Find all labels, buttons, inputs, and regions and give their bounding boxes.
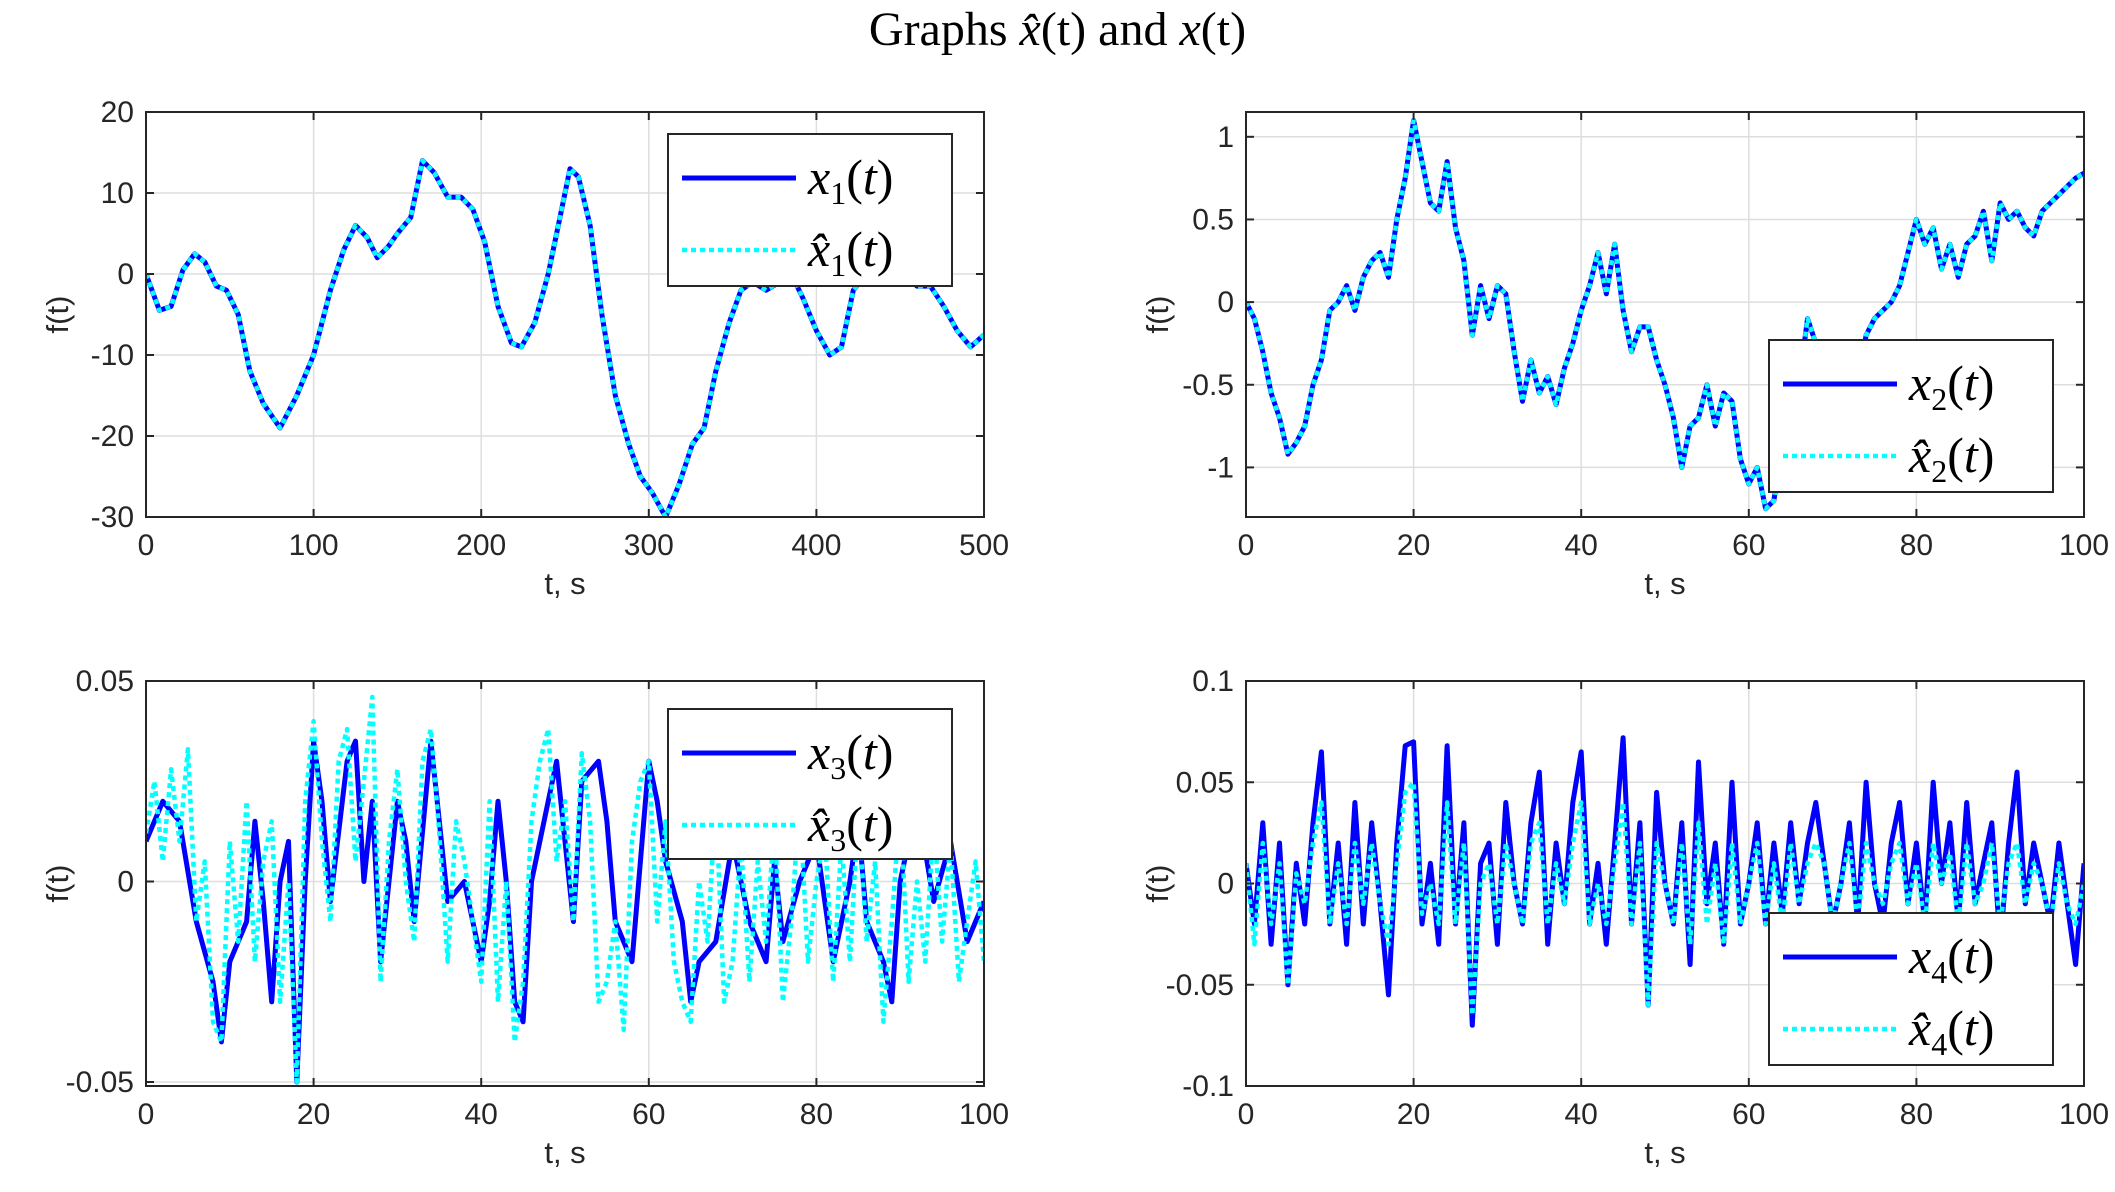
x-axis-label: t, s	[1644, 1135, 1685, 1170]
title-x: x	[1179, 3, 1201, 56]
y-tick-label: 0.05	[1176, 766, 1234, 799]
x-tick-label: 300	[624, 529, 674, 562]
x-tick-label: 0	[138, 1098, 155, 1131]
x-tick-label: 20	[1397, 529, 1430, 562]
title-mid: (t) and	[1040, 3, 1180, 56]
series-line-estimate	[146, 694, 984, 1085]
y-axis-label: f(t)	[1140, 865, 1175, 903]
y-tick-label: -1	[1207, 451, 1234, 484]
x-tick-label: 200	[456, 529, 506, 562]
legend-box	[667, 133, 953, 287]
legend-label: x̂1(t)	[807, 221, 893, 283]
x-tick-label: 80	[1900, 529, 1933, 562]
x-tick-label: 20	[297, 1098, 330, 1131]
x-tick-label: 80	[800, 1098, 833, 1131]
y-tick-label: 0	[1217, 868, 1234, 901]
series-group-3	[146, 694, 984, 1085]
x-tick-label: 40	[1565, 529, 1598, 562]
title-prefix: Graphs	[868, 3, 1020, 56]
series-group-2	[1246, 117, 2084, 512]
legend-4: x4(t) x̂4(t)	[1768, 912, 2054, 1066]
subplot-1: 0 100 200 300 400 500 -30 -20 -10 0 10 20 t, s f(t) x1…	[40, 96, 1009, 601]
title-xhat: x̂	[1019, 3, 1041, 56]
x-tick-label: 0	[1238, 1098, 1255, 1131]
series-line-estimate	[1246, 118, 2084, 511]
series-line-estimate	[1246, 780, 2084, 1018]
x-tick-label: 100	[2059, 1098, 2109, 1131]
legend-3: x3(t) x̂3(t)	[667, 708, 953, 860]
y-tick-label: 0.1	[1192, 665, 1234, 698]
title-suffix: (t)	[1200, 3, 1247, 56]
y-tick-label: 10	[101, 177, 134, 210]
y-axis-label: f(t)	[40, 296, 75, 334]
legend-box	[1768, 339, 2054, 493]
figure-title: Graphs x̂(t) and x(t)	[0, 2, 2115, 57]
y-tick-label: -30	[91, 501, 134, 534]
y-axis-label: f(t)	[40, 865, 75, 903]
y-axis-label: f(t)	[1140, 296, 1175, 334]
axes-frame-3	[145, 680, 985, 1087]
x-tick-label: 20	[1397, 1098, 1430, 1131]
series-line-estimate	[146, 158, 984, 517]
y-tick-label: -0.05	[1166, 969, 1234, 1002]
y-tick-label: 20	[101, 96, 134, 129]
legend-1: x1(t) x̂1(t)	[667, 133, 953, 287]
x-tick-label: 60	[1732, 529, 1765, 562]
legend-label: x̂3(t)	[807, 796, 893, 858]
y-tick-label: -0.05	[66, 1066, 134, 1099]
axes-frame-2	[1245, 111, 2085, 518]
x-tick-label: 40	[465, 1098, 498, 1131]
legend-label: x3(t)	[807, 724, 893, 786]
y-tick-label: 0	[117, 865, 134, 898]
y-tick-label: 1	[1217, 121, 1234, 154]
x-tick-label: 100	[959, 1098, 1009, 1131]
x-tick-label: 40	[1565, 1098, 1598, 1131]
x-tick-label: 60	[632, 1098, 665, 1131]
x-tick-label: 0	[138, 529, 155, 562]
y-tick-label: 0	[1217, 286, 1234, 319]
series-group-4	[1246, 735, 2084, 1028]
legend-label: x1(t)	[807, 149, 893, 211]
legend-box	[1768, 912, 2054, 1066]
legend-box	[667, 708, 953, 860]
subplot-2: 0 20 40 60 80 100 -1 -0.5 0 0.5 1 t, s f(t) x2(t) x̂2(…	[1140, 111, 2109, 601]
x-axis-label: t, s	[544, 566, 585, 601]
series-group-1	[146, 158, 984, 517]
legend-2: x2(t) x̂2(t)	[1768, 339, 2054, 493]
y-tick-label: -10	[91, 339, 134, 372]
y-tick-label: -20	[91, 420, 134, 453]
legend-label: x̂2(t)	[1908, 427, 1994, 489]
x-tick-label: 500	[959, 529, 1009, 562]
subplot-4: 0 20 40 60 80 100 -0.1 -0.05 0 0.05 0.1 t, s f(t) x4(…	[1140, 665, 2109, 1170]
x-tick-label: 0	[1238, 529, 1255, 562]
y-tick-label: -0.5	[1182, 369, 1234, 402]
x-axis-label: t, s	[544, 1135, 585, 1170]
legend-label: x2(t)	[1908, 355, 1994, 417]
y-tick-label: 0	[117, 258, 134, 291]
y-tick-label: 0.5	[1192, 203, 1234, 236]
x-axis-label: t, s	[1644, 566, 1685, 601]
x-tick-label: 100	[2059, 529, 2109, 562]
x-tick-label: 400	[791, 529, 841, 562]
axes-frame-1	[145, 111, 985, 518]
legend-label: x4(t)	[1908, 928, 1994, 990]
x-tick-label: 80	[1900, 1098, 1933, 1131]
x-tick-label: 100	[289, 529, 339, 562]
y-tick-label: -0.1	[1182, 1070, 1234, 1103]
legend-label: x̂4(t)	[1908, 1000, 1994, 1062]
y-tick-label: 0.05	[76, 665, 134, 698]
x-tick-label: 60	[1732, 1098, 1765, 1131]
